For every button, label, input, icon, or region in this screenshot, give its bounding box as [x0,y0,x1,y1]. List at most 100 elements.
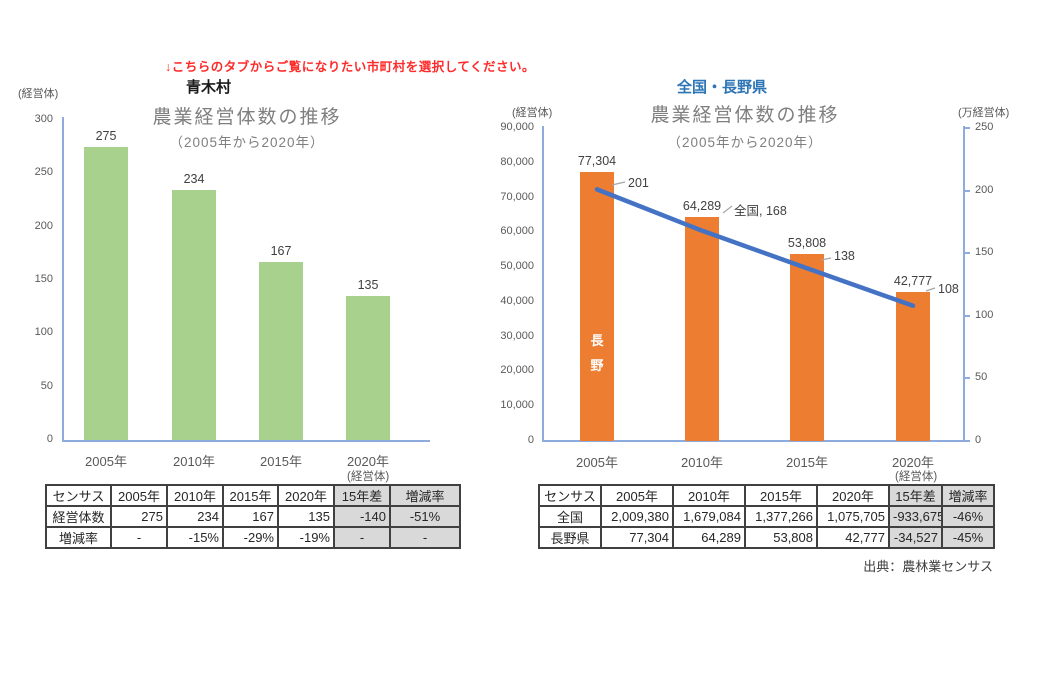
right-x-tick-label: 2010年 [681,455,723,470]
table-row: 経営体数 275 234 167 135 -140 -51% [45,505,461,528]
right-chart-title: 農業経営体数の推移 [650,105,840,126]
left-x-tick-label: 2015年 [260,454,302,469]
orange-bar-2020年 [896,292,930,441]
bar-value-label: 234 [183,172,205,187]
table-data-cell: 2,009,380 [600,505,674,528]
right-axis-tick-mark [963,440,970,442]
right-axis-tick-mark [963,377,970,380]
right-chart-left-y-tick-label: 0 [527,434,534,446]
orange-bar-2010年 [685,217,719,441]
leader-line-2020 [925,287,936,292]
right-chart-y-unit-left: (経営体) [512,107,553,119]
left-y-tick-label: 50 [40,379,53,392]
right-x-tick-label: 2005年 [576,455,618,470]
right-axis-tick-mark [963,127,970,129]
row-label-cell: 全国 [538,505,602,528]
table-data-cell: -933,675 [888,505,943,528]
table-data-cell: - [333,526,391,549]
right-chart-left-y-tick-label: 90,000 [500,121,534,133]
line-value-label: 全国, 168 [734,204,787,218]
table-header-cell: センサス [538,484,602,507]
line-value-label: 138 [834,249,855,263]
table-header-cell: 2005年 [110,484,168,507]
table-data-cell: 53,808 [744,526,818,549]
line-value-label: 108 [938,282,959,296]
right-chart-subtitle: （2005年から2020年） [667,135,823,150]
right-chart-left-y-tick-label: 40,000 [500,294,534,307]
table-data-cell: - [389,526,461,549]
table-header-cell: 2020年 [816,484,890,507]
right-chart-left-y-tick-label: 20,000 [500,364,534,377]
table-data-cell: -140 [333,505,391,528]
right-table-unit: (経営体) [895,471,938,483]
table-data-cell: 42,777 [816,526,890,549]
left-chart-y-axis-line [62,117,64,441]
table-header-cell: 増減率 [389,484,461,507]
table-header-cell: 2010年 [672,484,746,507]
table-data-cell: -51% [389,505,461,528]
right-chart-left-y-tick-label: 50,000 [500,260,534,273]
left-y-tick-label: 0 [46,433,53,445]
table-data-cell: -34,527 [888,526,943,549]
bar-value-label: 135 [357,278,379,292]
right-chart-y-unit-right: (万経営体) [958,107,1010,119]
right-chart-right-y-tick-label: 150 [975,246,994,259]
table-data-cell: - [110,526,168,549]
tab-instruction-note: ↓こちらのタブからご覧になりたい市町村を選択してください。 [165,60,536,74]
right-chart-y-axis-left-line [542,126,544,442]
table-data-cell: 77,304 [600,526,674,549]
table-data-cell: -46% [941,505,995,528]
table-data-cell: 64,289 [672,526,746,549]
left-y-tick-label: 250 [34,166,53,179]
green-bar-2005年 [84,146,128,440]
right-chart-left-y-tick-label: 60,000 [500,225,534,238]
row-label-cell: 増減率 [45,526,112,549]
left-y-tick-label: 100 [34,326,53,339]
left-y-tick-label: 300 [34,113,53,125]
data-source-caption: 出典：農林業センサス [863,559,993,574]
orange-bar-2005年 [580,172,614,441]
table-data-cell: -15% [166,526,224,549]
right-chart-right-y-tick-label: 0 [975,434,982,446]
left-chart-x-axis-line [62,440,430,442]
left-chart-subtitle: （2005年から2020年） [169,135,325,150]
table-header-cell: センサス [45,484,112,507]
table-data-cell: -19% [277,526,335,549]
left-x-tick-label: 2005年 [85,454,127,469]
bar-value-label: 167 [270,243,292,258]
right-chart-right-y-tick-label: 100 [975,308,994,321]
right-chart-right-y-tick-label: 250 [975,121,994,133]
table-data-cell: 1,377,266 [744,505,818,528]
right-data-table: センサス 2005年 2010年 2015年 2020年 15年差 増減率 全国 2,009,3… [538,484,995,549]
table-data-cell: 275 [110,505,168,528]
right-chart-y-axis-right-line [963,126,965,442]
table-data-cell: 167 [222,505,279,528]
table-header-cell: 増減率 [941,484,995,507]
row-label-cell: 経営体数 [45,505,112,528]
bar-series-inner-label: 長 野 [590,333,604,373]
right-x-tick-label: 2020年 [892,455,934,470]
left-x-tick-label: 2020年 [347,454,389,469]
table-data-cell: 1,679,084 [672,505,746,528]
table-header-cell: 2015年 [222,484,279,507]
green-bar-2020年 [346,296,390,440]
bar-value-label: 77,304 [577,154,617,169]
table-data-cell: -45% [941,526,995,549]
right-axis-tick-mark [963,189,970,192]
bar-value-label: 64,289 [682,199,722,214]
right-chart-left-y-tick-label: 10,000 [500,399,534,412]
left-data-table: センサス 2005年 2010年 2015年 2020年 15年差 増減率 経営体数 275 23… [45,484,461,549]
table-row: 長野県 77,304 64,289 53,808 42,777 -34,527 -45% [538,526,995,549]
left-chart-region-heading: 青木村 [186,79,232,96]
bar-value-label: 275 [95,128,117,143]
table-row: 全国 2,009,380 1,679,084 1,377,266 1,075,705 -9… [538,505,995,528]
line-value-label: 201 [628,176,649,190]
right-axis-tick-mark [963,314,970,317]
right-axis-tick-mark [963,252,970,255]
right-x-tick-label: 2015年 [786,455,828,470]
right-chart-left-y-tick-label: 70,000 [500,190,534,203]
green-bar-2010年 [172,190,216,440]
table-row: 増減率 - -15% -29% -19% - - [45,526,461,549]
table-header-cell: 2005年 [600,484,674,507]
